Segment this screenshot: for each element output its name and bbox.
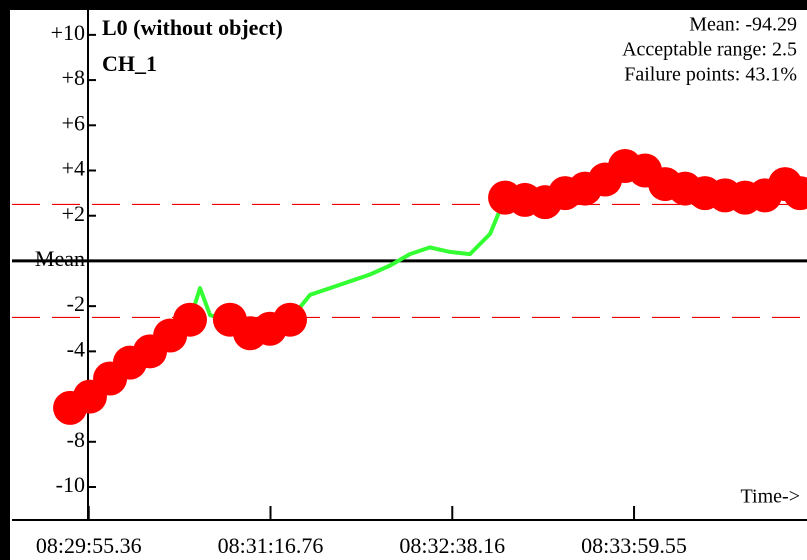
x-axis-label: Time->	[741, 486, 800, 508]
y-tick-label: +10	[51, 20, 85, 45]
failure-point	[783, 176, 807, 211]
x-tick-label: 08:29:55.36	[36, 533, 142, 558]
failure-point	[273, 302, 308, 337]
x-tick-label: 08:31:16.76	[218, 533, 324, 558]
chart-subtitle: CH_1	[102, 51, 157, 76]
y-tick-label: +8	[62, 65, 85, 90]
x-tick-label: 08:33:59.55	[581, 533, 687, 558]
annotation: Acceptable range: 2.5	[622, 39, 797, 61]
y-tick-label: -10	[56, 472, 85, 497]
y-tick-label: Mean	[35, 246, 85, 271]
y-tick-label: -2	[67, 291, 85, 316]
x-tick-label: 08:32:38.16	[399, 533, 505, 558]
failure-point	[172, 302, 207, 337]
annotation: Failure points: 43.1%	[624, 64, 797, 86]
y-tick-label: -4	[67, 336, 85, 361]
y-tick-label: +2	[62, 201, 85, 226]
top-frame	[0, 0, 807, 10]
y-tick-label: +4	[62, 156, 85, 181]
left-frame	[0, 0, 10, 560]
chart-title: L0 (without object)	[102, 15, 283, 40]
y-tick-label: -8	[67, 427, 85, 452]
y-tick-label: +6	[62, 110, 85, 135]
annotation: Mean: -94.29	[689, 14, 797, 36]
